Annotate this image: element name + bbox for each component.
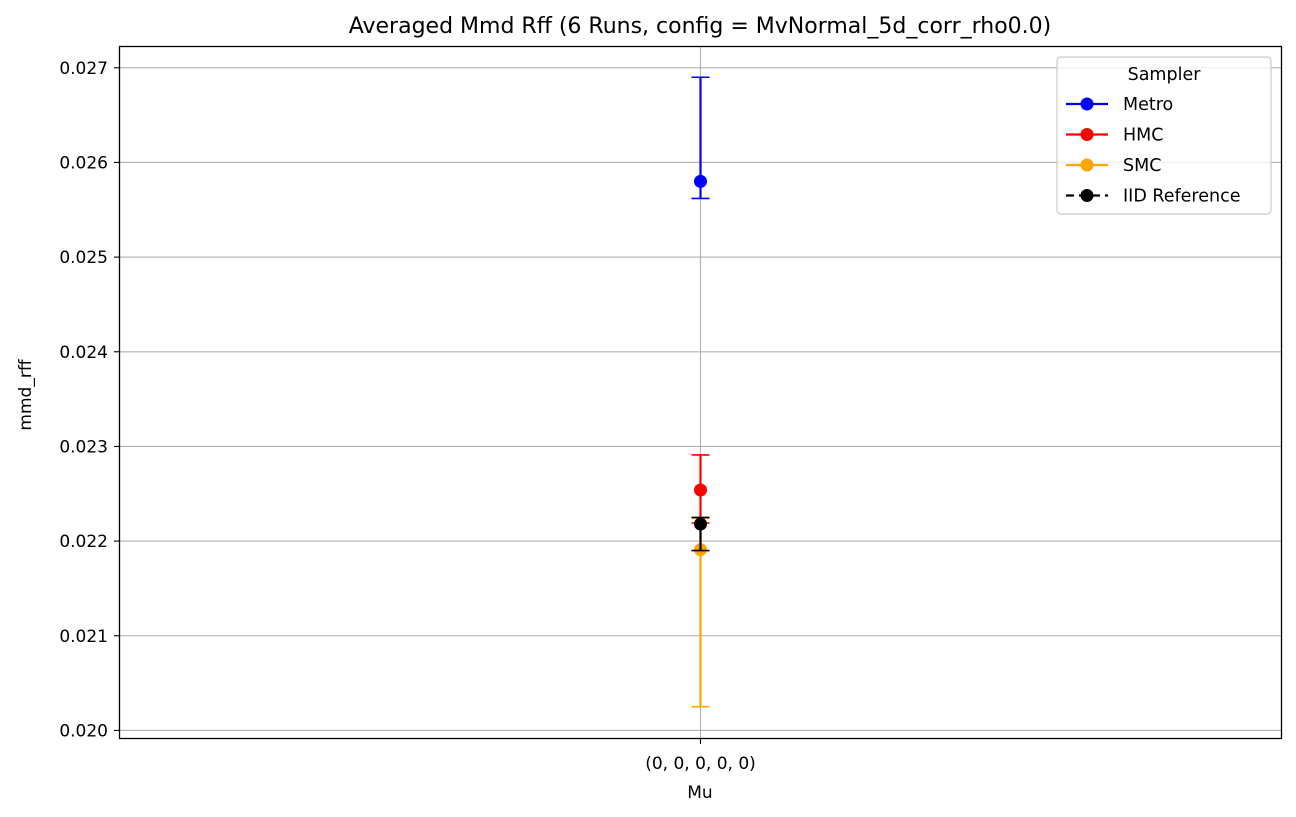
chart-title: Averaged Mmd Rff (6 Runs, config = MvNor… <box>349 14 1052 39</box>
point-group-hmc <box>691 454 710 524</box>
y-axis-label: mmd_rff <box>16 358 36 430</box>
legend-item: SMC <box>1066 156 1161 176</box>
legend-marker <box>1080 158 1094 172</box>
legend-label: IID Reference <box>1123 187 1240 207</box>
legend-label: SMC <box>1123 156 1161 176</box>
data-marks <box>691 76 710 708</box>
legend-item: Metro <box>1066 95 1173 115</box>
legend-item: IID Reference <box>1066 187 1240 207</box>
legend-marker <box>1080 128 1094 141</box>
x-axis-ticks: (0, 0, 0, 0, 0) <box>645 738 756 774</box>
x-axis-label: Mu <box>687 783 712 803</box>
y-tick-label: 0.020 <box>59 721 108 741</box>
y-tick-label: 0.026 <box>59 153 108 173</box>
legend-label: HMC <box>1123 126 1163 146</box>
y-tick-label: 0.022 <box>59 532 108 552</box>
legend-box <box>1056 56 1272 215</box>
y-tick-label: 0.027 <box>59 59 108 79</box>
x-tick-label: (0, 0, 0, 0, 0) <box>645 754 756 774</box>
legend-items: Metro HMC SMC IID Reference <box>1066 95 1240 207</box>
y-axis-ticks: 0.020 0.021 0.022 0.023 0.024 0.025 0.026 0.027 <box>59 59 120 741</box>
y-tick-label: 0.024 <box>59 343 108 363</box>
legend-label: Metro <box>1123 95 1173 115</box>
grid-lines <box>120 46 1281 738</box>
legend-marker <box>1080 97 1094 111</box>
legend-marker <box>1080 189 1094 202</box>
y-tick-label: 0.023 <box>59 437 108 457</box>
data-point <box>694 517 707 531</box>
point-group-iid-reference <box>691 516 710 552</box>
plot-frame <box>118 45 1283 740</box>
legend-item: HMC <box>1066 126 1163 146</box>
y-tick-label: 0.021 <box>59 627 108 647</box>
legend: Sampler Metro HMC SMC IID Reference <box>1056 56 1272 215</box>
data-point <box>694 483 707 497</box>
data-point <box>694 174 707 188</box>
point-group-metro <box>691 76 710 200</box>
legend-title: Sampler <box>1128 65 1202 85</box>
y-tick-label: 0.025 <box>59 248 108 268</box>
